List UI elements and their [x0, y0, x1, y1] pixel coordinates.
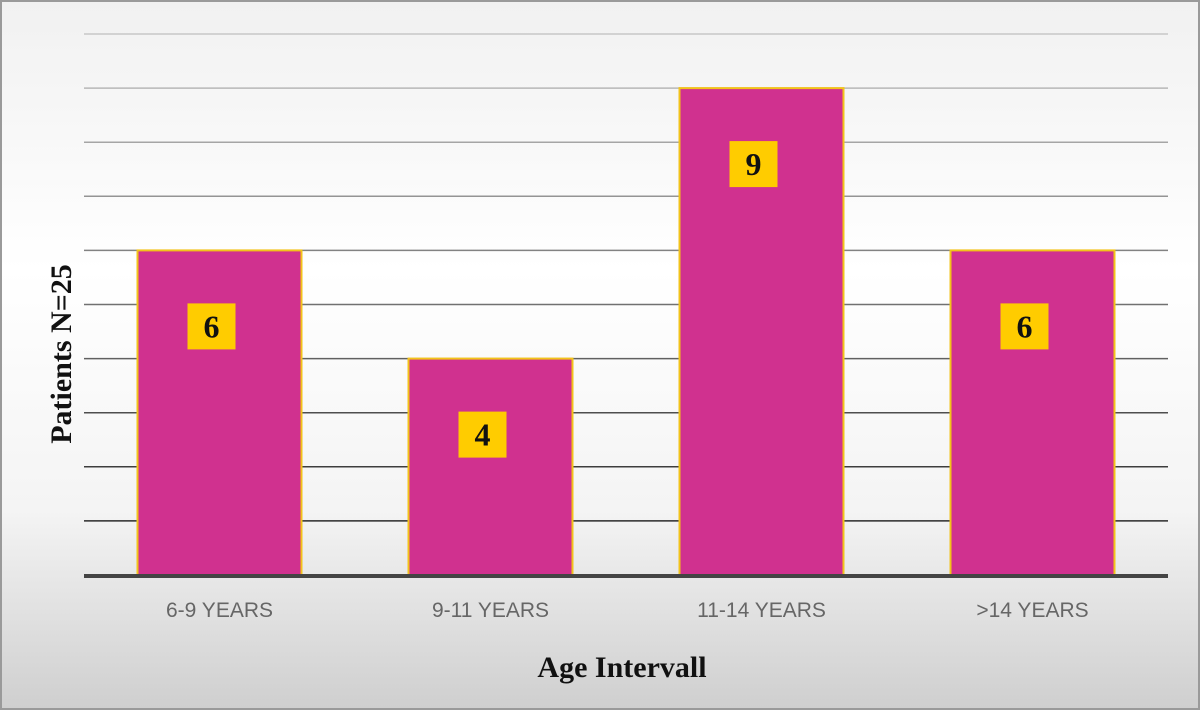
data-label-box	[187, 303, 236, 350]
bar	[949, 249, 1116, 576]
y-axis-title: Patients N=25	[45, 264, 78, 444]
data-label-box	[458, 411, 507, 458]
data-label: 6	[1017, 308, 1033, 344]
bar	[136, 249, 303, 576]
data-label: 4	[475, 417, 491, 453]
bars	[136, 87, 1116, 576]
x-tick-label: >14 YEARS	[976, 599, 1088, 622]
x-tick-label: 11-14 YEARS	[697, 599, 826, 622]
data-label: 9	[746, 146, 762, 182]
bar	[407, 357, 574, 576]
data-label-box	[1000, 303, 1049, 350]
data-labels: 6 4 9 6	[187, 141, 1049, 458]
data-label-box	[729, 141, 778, 188]
x-tick-labels: 6-9 YEARS 9-11 YEARS 11-14 YEARS >14 YEARS	[166, 599, 1089, 622]
data-label: 6	[204, 308, 220, 344]
x-tick-label: 9-11 YEARS	[432, 599, 549, 622]
x-tick-label: 6-9 YEARS	[166, 599, 273, 622]
x-axis-title: Age Intervall	[537, 651, 707, 684]
